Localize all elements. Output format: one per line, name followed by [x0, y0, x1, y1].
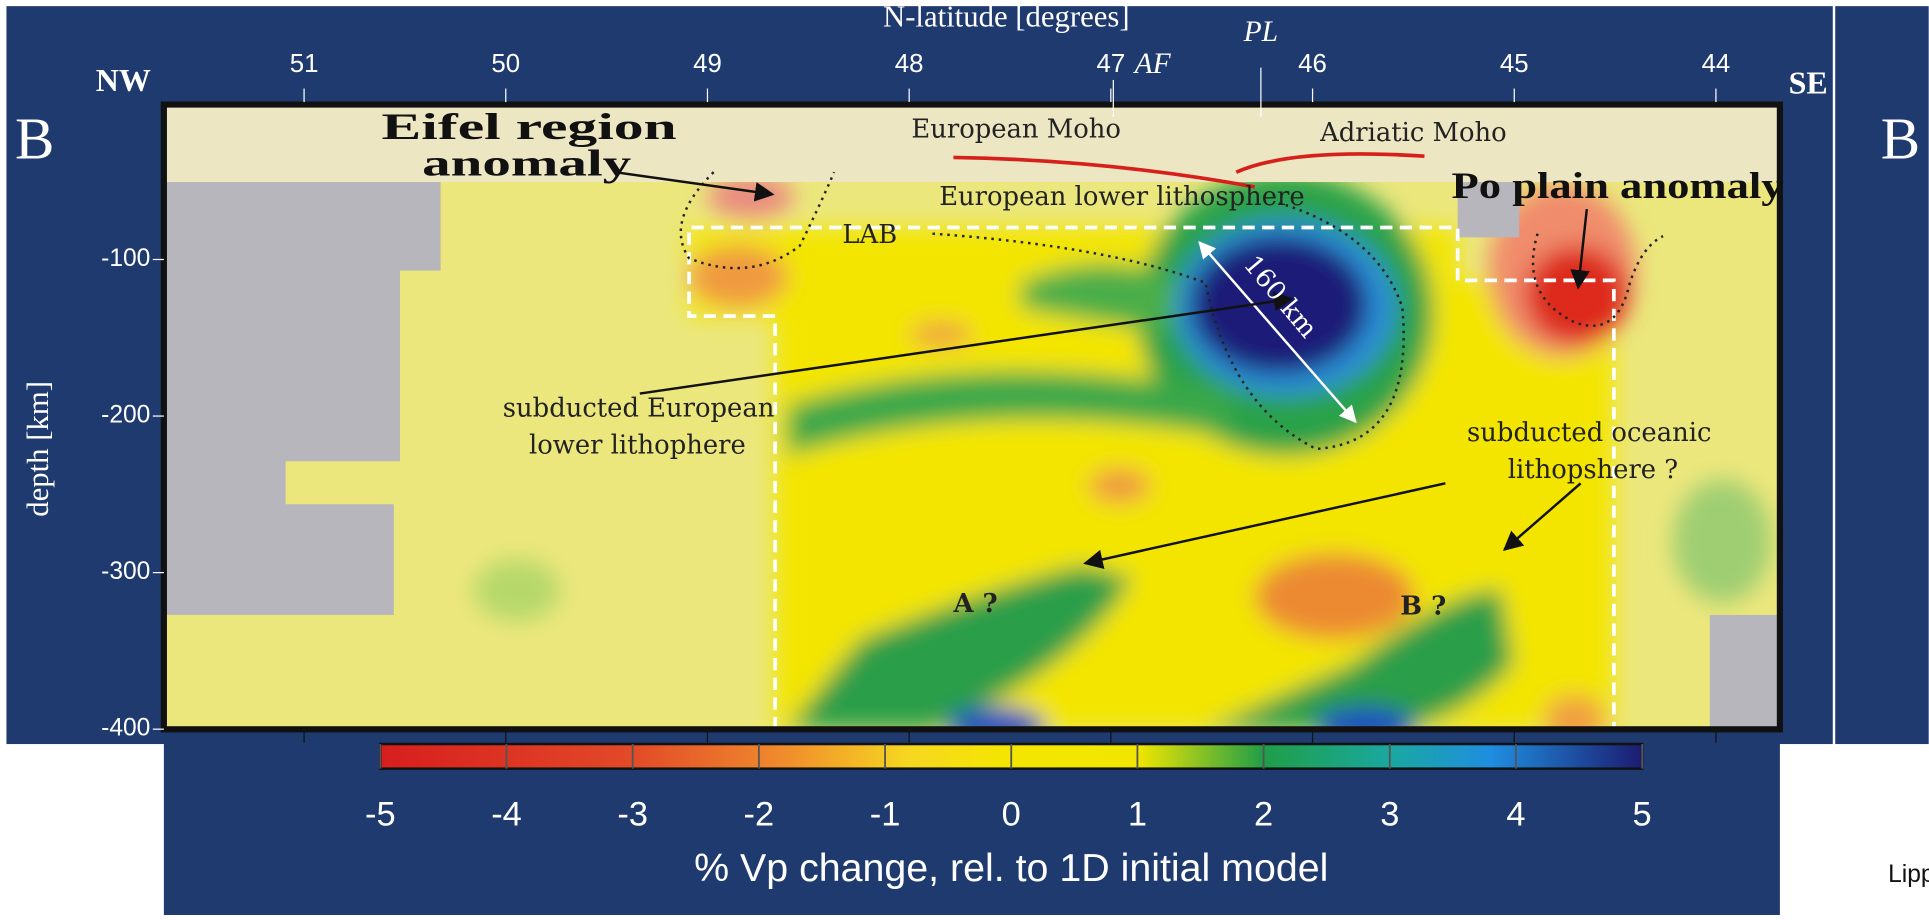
annotation: Adriatic Moho: [1319, 118, 1507, 148]
annotation: anomaly: [422, 143, 632, 184]
marker-label: PL: [1243, 16, 1278, 48]
arrow: [615, 170, 775, 202]
anomaly-outline: [1531, 233, 1664, 327]
no-resolution: [1457, 182, 1520, 238]
top-tick-label: 47: [1096, 50, 1125, 78]
arrow: [639, 291, 1294, 395]
annotation: subducted European: [503, 394, 775, 424]
left-tick-label: -300: [101, 558, 150, 585]
left-tick-label: -100: [101, 245, 150, 272]
annotation: lithopshere ?: [1508, 455, 1678, 485]
length-arrow: [1198, 240, 1357, 424]
annotation: Po plain anomaly: [1452, 165, 1785, 206]
annotation: A ?: [952, 589, 997, 619]
annotation: European lower lithosphere: [939, 182, 1304, 212]
no-resolution: [163, 182, 441, 615]
left-tick-label: -400: [101, 715, 150, 742]
colorbar-tick-label: -3: [617, 796, 648, 834]
top-tick-label: 50: [491, 50, 520, 78]
moho-line: [1235, 152, 1425, 174]
left-axis-title: depth [km]: [21, 381, 55, 517]
arrow: [1502, 482, 1582, 552]
colorbar-tick-label: -5: [365, 796, 396, 834]
anomaly-outline: [679, 171, 836, 270]
crust-band: [163, 104, 1780, 183]
no-resolution: [1709, 614, 1780, 730]
arrow: [1570, 208, 1590, 290]
annotation: subducted oceanic: [1467, 418, 1711, 448]
colorbar-title: % Vp change, rel. to 1D initial model: [694, 846, 1328, 890]
marker-label: AF: [1133, 48, 1172, 80]
annotation: lower lithophere: [529, 430, 746, 460]
moho-line: [953, 155, 1256, 189]
annotation: B ?: [1400, 592, 1446, 622]
colorbar-tick-label: 4: [1506, 796, 1525, 834]
colorbar-tick-label: 3: [1380, 796, 1399, 834]
annotation: European Moho: [911, 114, 1120, 144]
colorbar-tick-label: -2: [744, 796, 775, 834]
annotation: Eifel region: [382, 106, 677, 147]
plot-frame: [160, 101, 1783, 733]
colorbar-tick-label: 2: [1254, 796, 1273, 834]
direction-label: NW: [96, 63, 151, 98]
top-tick-label: 45: [1500, 50, 1529, 78]
colorbar-tick-label: 1: [1128, 796, 1147, 834]
top-axis-title: N-latitude [degrees]: [883, 0, 1130, 34]
top-tick-label: 49: [693, 50, 722, 78]
colorbar-tick-label: 0: [1002, 796, 1021, 834]
panel-label: B: [15, 106, 54, 172]
panel-label: B: [1881, 106, 1920, 172]
top-tick-label: 48: [895, 50, 924, 78]
arrow: [1083, 482, 1446, 570]
top-tick-label: 44: [1702, 50, 1731, 78]
left-tick-label: -200: [101, 402, 150, 429]
annotation: LAB: [842, 220, 897, 250]
top-tick-label: 51: [290, 50, 319, 78]
credit: Lippi: [1888, 861, 1929, 888]
direction-label: SE: [1789, 65, 1828, 100]
next-panel: [1835, 6, 1929, 745]
top-tick-label: 46: [1298, 50, 1327, 78]
colorbar-tick-label: 5: [1633, 796, 1652, 834]
colorbar-tick-label: -4: [491, 796, 522, 834]
colorbar-tick-label: -1: [870, 796, 901, 834]
